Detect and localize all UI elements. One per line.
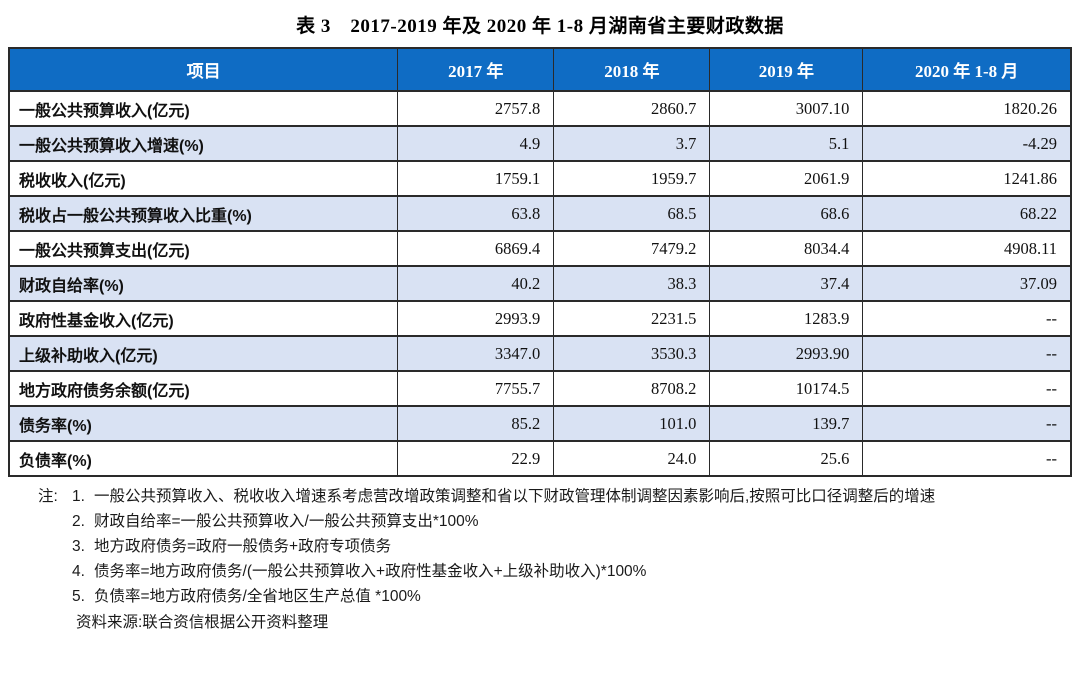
note-item-2: 2. 财政自给率=一般公共预算收入/一般公共预算支出*100% [72, 509, 1032, 534]
table-row: 一般公共预算支出(亿元) 6869.4 7479.2 8034.4 4908.11 [8, 230, 1072, 267]
table-row: 财政自给率(%) 40.2 38.3 37.4 37.09 [8, 265, 1072, 302]
value-cell: 85.2 [397, 405, 555, 442]
value-cell: 8708.2 [553, 370, 711, 407]
value-cell: 3347.0 [397, 335, 555, 372]
value-cell: -- [862, 335, 1072, 372]
row-label: 上级补助收入(亿元) [8, 335, 399, 372]
value-cell: 1959.7 [553, 160, 711, 197]
row-label: 一般公共预算支出(亿元) [8, 230, 399, 267]
row-label: 税收占一般公共预算收入比重(%) [8, 195, 399, 232]
note-block: 注: 1. 一般公共预算收入、税收收入增速系考虑营改增政策调整和省以下财政管理体制… [38, 484, 1070, 609]
table-row: 地方政府债务余额(亿元) 7755.7 8708.2 10174.5 -- [8, 370, 1072, 407]
finance-data-table: 项目 2017 年 2018 年 2019 年 2020 年 1-8 月 一般公… [8, 47, 1072, 477]
value-cell: 1241.86 [862, 160, 1072, 197]
value-cell: 2757.8 [397, 90, 555, 127]
value-cell: 2993.90 [709, 335, 864, 372]
value-cell: 1820.26 [862, 90, 1072, 127]
value-cell: 7755.7 [397, 370, 555, 407]
header-cell-2019: 2019 年 [709, 47, 864, 92]
note-item-1: 1. 一般公共预算收入、税收收入增速系考虑营改增政策调整和省以下财政管理体制调整因… [72, 484, 1032, 509]
table-title: 表 3 2017-2019 年及 2020 年 1-8 月湖南省主要财政数据 [296, 16, 784, 37]
note-number: 2. [72, 513, 85, 530]
value-cell: -- [862, 370, 1072, 407]
note-text: 负债率=地方政府债务/全省地区生产总值 *100% [94, 588, 421, 605]
value-cell: 3007.10 [709, 90, 864, 127]
value-cell: 63.8 [397, 195, 555, 232]
data-source-line: 资料来源:联合资信根据公开资料整理 [76, 614, 329, 631]
note-number: 4. [72, 563, 85, 580]
header-cell-item: 项目 [8, 47, 399, 92]
value-cell: 68.6 [709, 195, 864, 232]
row-label: 地方政府债务余额(亿元) [8, 370, 399, 407]
note-item-4: 4. 债务率=地方政府债务/(一般公共预算收入+政府性基金收入+上级补助收入)*1… [72, 559, 1032, 584]
value-cell: 38.3 [553, 265, 711, 302]
table-header-row: 项目 2017 年 2018 年 2019 年 2020 年 1-8 月 [8, 47, 1072, 92]
note-item-3: 3. 地方政府债务=政府一般债务+政府专项债务 [72, 534, 1032, 559]
row-label: 负债率(%) [8, 440, 399, 477]
value-cell: 3.7 [553, 125, 711, 162]
header-cell-2018: 2018 年 [553, 47, 711, 92]
table-row: 上级补助收入(亿元) 3347.0 3530.3 2993.90 -- [8, 335, 1072, 372]
row-label: 税收收入(亿元) [8, 160, 399, 197]
value-cell: 68.5 [553, 195, 711, 232]
table-row: 一般公共预算收入(亿元) 2757.8 2860.7 3007.10 1820.26 [8, 90, 1072, 127]
note-number: 5. [72, 588, 85, 605]
value-cell: 37.4 [709, 265, 864, 302]
table-row: 一般公共预算收入增速(%) 4.9 3.7 5.1 -4.29 [8, 125, 1072, 162]
header-cell-2017: 2017 年 [397, 47, 555, 92]
value-cell: 5.1 [709, 125, 864, 162]
value-cell: 139.7 [709, 405, 864, 442]
value-cell: 4.9 [397, 125, 555, 162]
row-label: 一般公共预算收入增速(%) [8, 125, 399, 162]
value-cell: 3530.3 [553, 335, 711, 372]
notes-section: 注: 1. 一般公共预算收入、税收收入增速系考虑营改增政策调整和省以下财政管理体制… [0, 477, 1080, 635]
value-cell: 2993.9 [397, 300, 555, 337]
value-cell: -4.29 [862, 125, 1072, 162]
value-cell: 22.9 [397, 440, 555, 477]
table-row: 债务率(%) 85.2 101.0 139.7 -- [8, 405, 1072, 442]
note-text: 一般公共预算收入、税收收入增速系考虑营改增政策调整和省以下财政管理体制调整因素影… [94, 488, 936, 505]
value-cell: 6869.4 [397, 230, 555, 267]
value-cell: 37.09 [862, 265, 1072, 302]
table-body: 一般公共预算收入(亿元) 2757.8 2860.7 3007.10 1820.26 一般… [8, 90, 1072, 477]
row-label: 政府性基金收入(亿元) [8, 300, 399, 337]
value-cell: 25.6 [709, 440, 864, 477]
value-cell: 8034.4 [709, 230, 864, 267]
note-label: 注: [38, 488, 58, 505]
value-cell: 68.22 [862, 195, 1072, 232]
note-text: 债务率=地方政府债务/(一般公共预算收入+政府性基金收入+上级补助收入)*100… [94, 563, 647, 580]
value-cell: 24.0 [553, 440, 711, 477]
value-cell: -- [862, 300, 1072, 337]
value-cell: 40.2 [397, 265, 555, 302]
value-cell: 4908.11 [862, 230, 1072, 267]
value-cell: 7479.2 [553, 230, 711, 267]
header-cell-2020-jan-aug: 2020 年 1-8 月 [862, 47, 1072, 92]
value-cell: 2231.5 [553, 300, 711, 337]
value-cell: 2061.9 [709, 160, 864, 197]
value-cell: 10174.5 [709, 370, 864, 407]
row-label: 财政自给率(%) [8, 265, 399, 302]
note-number: 1. [72, 488, 85, 505]
value-cell: 1759.1 [397, 160, 555, 197]
table-row: 税收占一般公共预算收入比重(%) 63.8 68.5 68.6 68.22 [8, 195, 1072, 232]
note-item-5: 5. 负债率=地方政府债务/全省地区生产总值 *100% [72, 584, 1032, 609]
row-label: 一般公共预算收入(亿元) [8, 90, 399, 127]
note-text: 财政自给率=一般公共预算收入/一般公共预算支出*100% [94, 513, 479, 530]
value-cell: -- [862, 440, 1072, 477]
note-text: 地方政府债务=政府一般债务+政府专项债务 [94, 538, 392, 555]
note-number: 3. [72, 538, 85, 555]
value-cell: -- [862, 405, 1072, 442]
value-cell: 1283.9 [709, 300, 864, 337]
value-cell: 2860.7 [553, 90, 711, 127]
table-row: 政府性基金收入(亿元) 2993.9 2231.5 1283.9 -- [8, 300, 1072, 337]
row-label: 债务率(%) [8, 405, 399, 442]
note-items: 1. 一般公共预算收入、税收收入增速系考虑营改增政策调整和省以下财政管理体制调整因… [72, 484, 1032, 609]
value-cell: 101.0 [553, 405, 711, 442]
table-row: 税收收入(亿元) 1759.1 1959.7 2061.9 1241.86 [8, 160, 1072, 197]
table-row: 负债率(%) 22.9 24.0 25.6 -- [8, 440, 1072, 477]
